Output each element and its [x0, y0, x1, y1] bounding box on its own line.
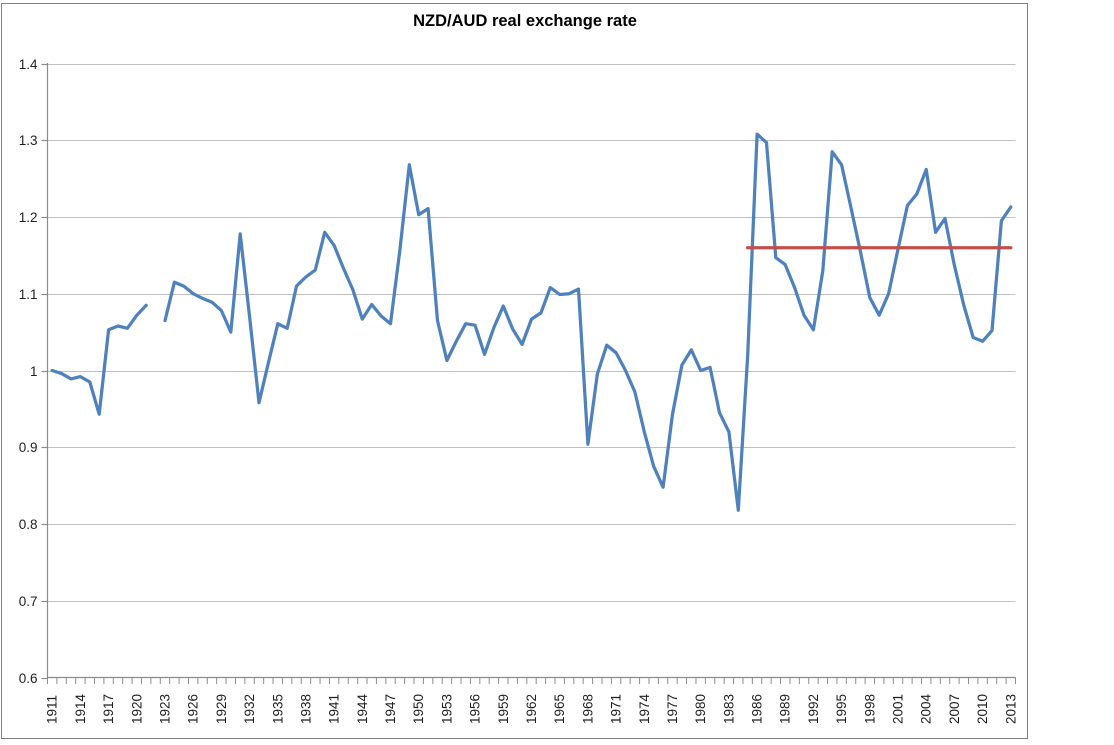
- x-axis-tick-label: 1911: [45, 695, 60, 724]
- x-axis-tick-label: 1980: [693, 694, 708, 724]
- y-axis-tick-label: 1.2: [19, 210, 38, 225]
- y-axis-tick-label: 1: [30, 364, 38, 379]
- y-axis-tick-label: 1.4: [19, 57, 38, 72]
- x-axis-tick-label: 1974: [637, 693, 652, 724]
- x-axis-tick-label: 2013: [1003, 694, 1018, 724]
- y-axis-tick-label: 1.1: [19, 287, 38, 302]
- x-axis-tick-label: 1965: [552, 694, 567, 724]
- x-axis-tick-label: 1923: [157, 694, 172, 724]
- x-axis-tick-label: 1977: [665, 694, 680, 724]
- x-axis-tick-label: 1962: [524, 694, 539, 724]
- series-line: [50, 303, 148, 416]
- chart-title: NZD/AUD real exchange rate: [413, 12, 637, 30]
- x-axis-tick-label: 1986: [750, 694, 765, 724]
- x-axis-tick-label: 1992: [806, 694, 821, 724]
- x-axis-tick-label: 1998: [862, 694, 877, 724]
- x-axis-tick-label: 1917: [101, 694, 116, 724]
- x-axis-tick-label: 1947: [383, 694, 398, 724]
- x-axis-tick-label: 1989: [778, 694, 793, 724]
- x-axis-tick-label: 1938: [298, 694, 313, 724]
- y-axis-tick-label: 0.8: [19, 517, 38, 532]
- x-axis-tick-label: 1953: [439, 694, 454, 724]
- x-axis-tick-label: 1932: [242, 694, 257, 724]
- x-axis-tick-label: 1968: [580, 694, 595, 724]
- x-axis-tick-label: 1944: [355, 693, 370, 724]
- x-axis-tick-label: 2001: [891, 694, 906, 724]
- x-axis-tick-label: 1971: [609, 694, 624, 724]
- x-axis-tick-label: 1920: [129, 694, 144, 724]
- chart-border: [1, 3, 1028, 739]
- plot-area: 1.4 1.3 1.2 1.1 1 0.9 0.8 0.7 0.6 1911 1914 1917 192…: [1, 3, 1028, 739]
- x-axis-tick-label: 1950: [411, 694, 426, 724]
- y-axis-tick-label: 1.3: [19, 133, 38, 148]
- x-axis-tick-label: 2007: [947, 694, 962, 724]
- x-axis-tick-label: 1956: [468, 694, 483, 724]
- y-axis-tick-label: 0.6: [19, 671, 38, 686]
- x-axis-tick-label: 1959: [496, 694, 511, 724]
- x-axis-tick-label: 2004: [919, 693, 934, 724]
- x-axis-tick-label: 2010: [975, 694, 990, 724]
- y-axis-tick-label: 0.7: [19, 594, 38, 609]
- x-axis-tick-label: 1935: [270, 694, 285, 724]
- x-axis-tick-label: 1941: [327, 694, 342, 724]
- x-axis-tick-label: 1926: [186, 694, 201, 724]
- x-axis-tick-label: 1995: [834, 694, 849, 724]
- y-axis-tick-label: 0.9: [19, 440, 38, 455]
- x-axis-tick-label: 1983: [721, 694, 736, 724]
- x-axis-tick-label: 1914: [73, 693, 88, 724]
- x-axis-tick-label: 1929: [214, 694, 229, 724]
- series-line: [163, 132, 1013, 512]
